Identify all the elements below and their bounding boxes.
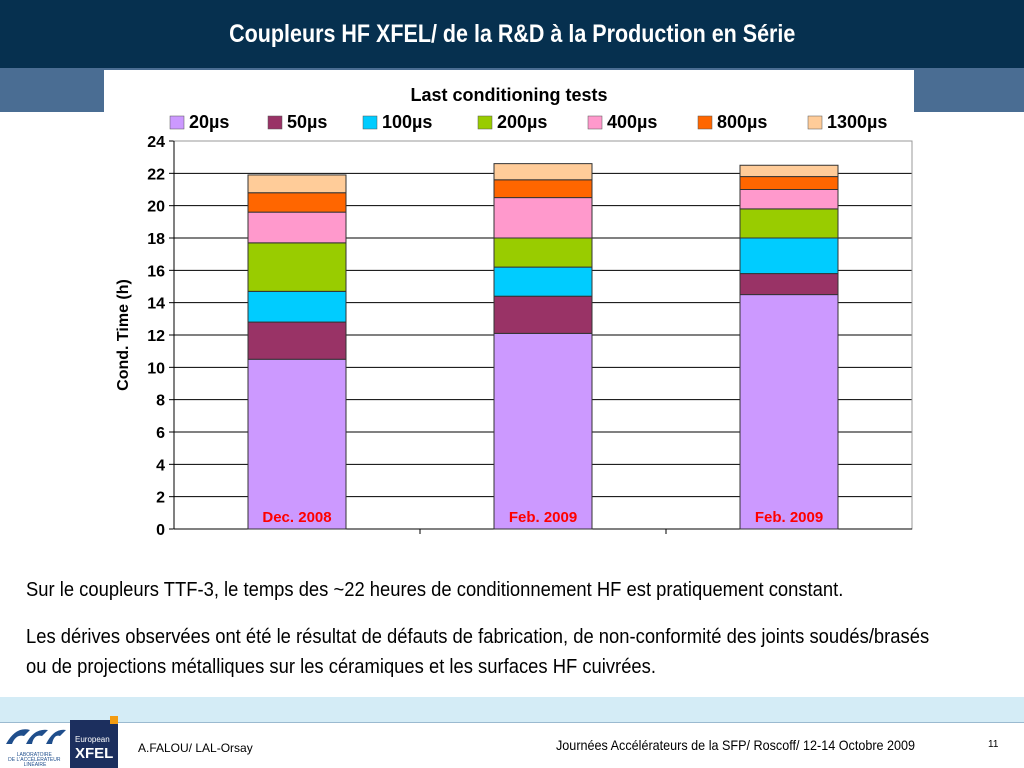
y-tick-label: 6 <box>156 425 165 442</box>
y-tick-label: 10 <box>147 360 165 377</box>
y-tick-label: 4 <box>156 457 165 474</box>
legend-swatch <box>697 115 713 130</box>
chart-svg: Last conditioning tests 20µs 50µs 100µs 200µ… <box>115 85 913 539</box>
legend-swatch <box>587 115 603 130</box>
bar-segment <box>493 295 593 334</box>
bar-segment <box>493 197 593 239</box>
category-label: Dec. 2008 <box>262 509 331 526</box>
title-bar: Coupleurs HF XFEL/ de la R&D à la Produc… <box>0 0 1024 68</box>
bar-segment <box>247 242 347 292</box>
paragraph-derivations: Les dérives observées ont été le résulta… <box>26 626 930 678</box>
legend-swatch <box>477 115 493 130</box>
legend-label: 50µs <box>287 112 327 132</box>
legend-label: 1300µs <box>827 112 887 132</box>
legend-swatch <box>169 115 185 130</box>
paragraph-constant-time: Sur le coupleurs TTF-3, le temps des ~22… <box>26 579 844 601</box>
bar-segment <box>247 290 347 323</box>
bar-segment <box>739 237 839 275</box>
lal-logo: LABORATOIRE DE L'ACCÉLÉRATEUR LINÉAIRE <box>6 729 66 768</box>
legend-swatch <box>807 115 823 130</box>
bar-segment <box>247 211 347 244</box>
bar-segment <box>493 163 593 181</box>
footer-event: Journées Accélérateurs de la SFP/ Roscof… <box>556 737 916 753</box>
bar-segment <box>739 208 839 239</box>
xfel-logo-line1: European <box>75 735 110 744</box>
y-axis-label: Cond. Time (h) <box>115 279 132 391</box>
y-tick-label: 12 <box>147 328 165 345</box>
bar-segment <box>739 189 839 210</box>
bar-segment <box>493 266 593 297</box>
y-tick-label: 8 <box>156 393 165 410</box>
xfel-logo-line2: XFEL <box>75 745 113 762</box>
bar-segment <box>247 358 347 530</box>
bar-segment <box>739 294 839 530</box>
y-tick-label: 14 <box>147 296 165 313</box>
bar-segment <box>247 174 347 194</box>
xfel-logo: European XFEL <box>70 716 118 768</box>
y-tick-label: 16 <box>147 263 165 280</box>
legend-swatch <box>267 115 283 130</box>
y-tick-label: 18 <box>147 231 165 248</box>
chart-container: Last conditioning tests 20µs 50µs 100µs 200µ… <box>104 70 914 548</box>
legend-label: 100µs <box>382 112 432 132</box>
y-tick-label: 20 <box>147 199 165 216</box>
legend-label: 800µs <box>717 112 767 132</box>
footer-divider <box>0 722 1024 723</box>
bar-segment <box>493 179 593 199</box>
y-tick-label: 0 <box>156 522 165 539</box>
legend-swatch <box>362 115 378 130</box>
legend-label: 400µs <box>607 112 657 132</box>
bar-segment <box>493 237 593 268</box>
bar-segment <box>493 332 593 530</box>
slide-title: Coupleurs HF XFEL/ de la R&D à la Produc… <box>228 19 796 48</box>
chart-title: Last conditioning tests <box>410 85 607 105</box>
y-tick-label: 24 <box>147 134 165 151</box>
bar-segment <box>247 321 347 360</box>
page-number: 11 <box>988 739 999 750</box>
bar-segment <box>739 273 839 296</box>
y-tick-label: 2 <box>156 490 165 507</box>
footer-band <box>0 697 1024 722</box>
y-tick-label: 22 <box>147 166 165 183</box>
legend-label: 200µs <box>497 112 547 132</box>
category-label: Feb. 2009 <box>509 509 577 526</box>
footer-author: A.FALOU/ LAL-Orsay <box>138 741 253 755</box>
bar-segment <box>247 192 347 213</box>
category-label: Feb. 2009 <box>755 509 823 526</box>
legend-label: 20µs <box>189 112 229 132</box>
bar-segment <box>739 164 839 178</box>
lal-logo-caption: LABORATOIRE DE L'ACCÉLÉRATEUR LINÉAIRE <box>8 752 62 768</box>
bar-segment <box>739 176 839 190</box>
